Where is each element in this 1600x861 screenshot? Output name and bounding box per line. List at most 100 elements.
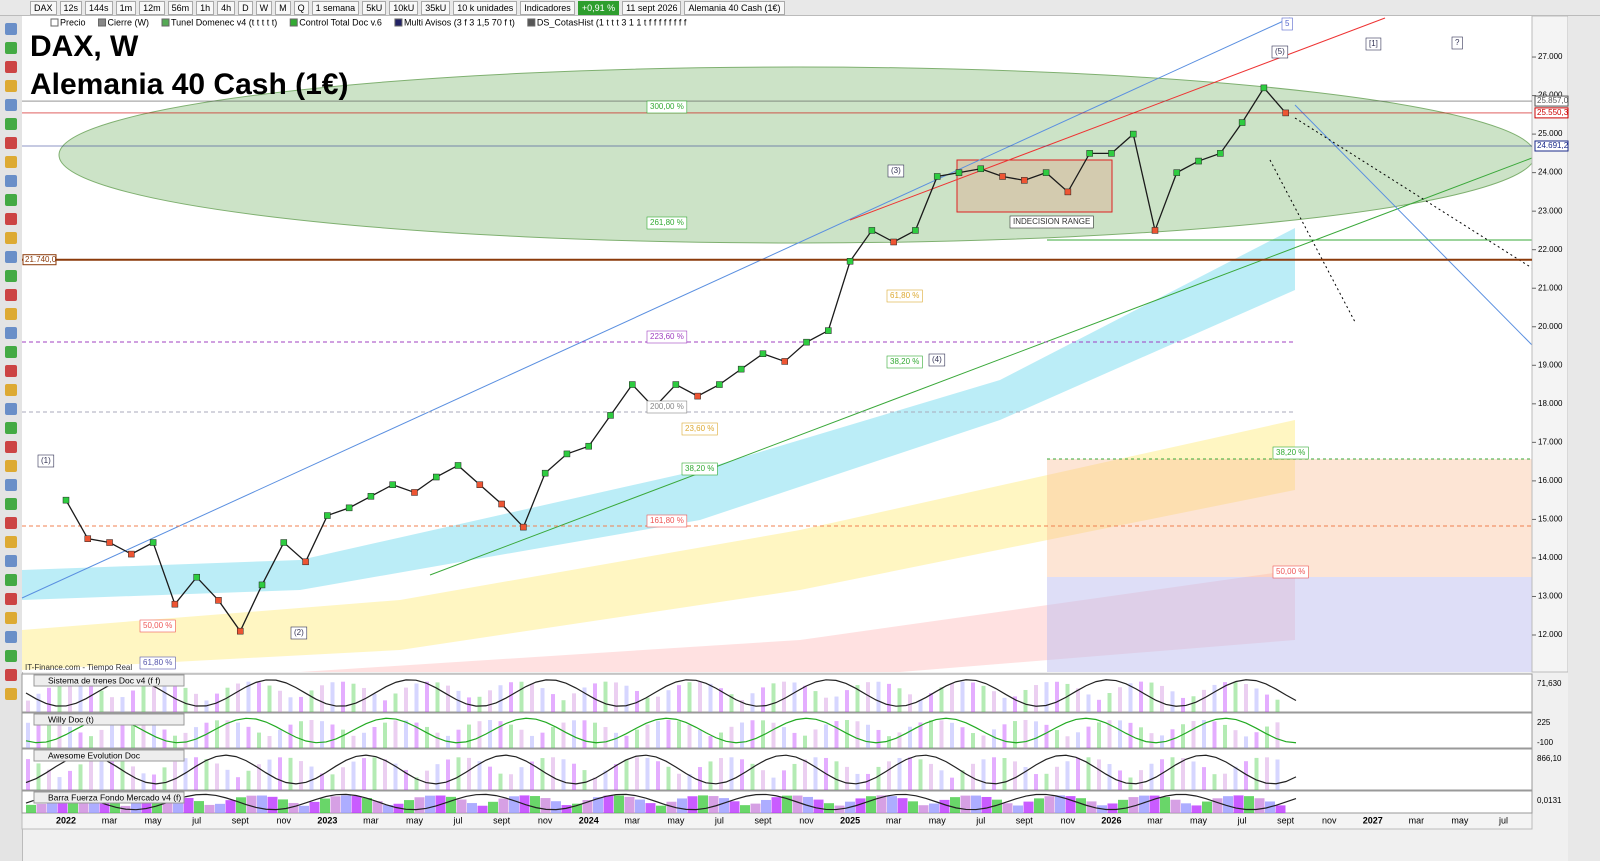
- tool-icon[interactable]: [5, 118, 17, 130]
- panel-decoration: [1107, 693, 1112, 712]
- panel-decoration: [540, 688, 545, 712]
- tool-icon[interactable]: [5, 593, 17, 605]
- panel-decoration: [162, 795, 173, 813]
- toolbar-button[interactable]: 56m: [167, 0, 194, 15]
- candle: [933, 173, 941, 180]
- tool-icon[interactable]: [5, 650, 17, 662]
- panel-decoration: [572, 693, 576, 712]
- panel-decoration: [236, 683, 240, 712]
- toolbar-button[interactable]: Indicadores: [520, 0, 575, 15]
- legend-swatch: [98, 18, 107, 27]
- panel-decoration: [267, 685, 272, 712]
- instrument[interactable]: Alemania 40 Cash (1€): [684, 0, 785, 15]
- toolbar-button[interactable]: 1m: [115, 0, 137, 15]
- candle: [1086, 150, 1093, 157]
- tool-icon[interactable]: [5, 536, 17, 548]
- tool-icon[interactable]: [5, 232, 17, 244]
- panel-decoration: [1265, 757, 1269, 790]
- tool-icon[interactable]: [5, 308, 17, 320]
- annotation: 200,00 %: [650, 402, 684, 411]
- tool-icon[interactable]: [5, 498, 17, 510]
- tool-icon[interactable]: [5, 23, 17, 35]
- panel-decoration: [372, 801, 383, 813]
- toolbar-button[interactable]: 5kU: [362, 0, 387, 15]
- toolbar-button[interactable]: DAX: [30, 0, 57, 15]
- panel-decoration: [467, 724, 471, 748]
- toolbar-button[interactable]: 1 semana: [311, 0, 360, 15]
- y-tick-label: 18.000: [1538, 399, 1563, 408]
- panel-decoration: [1275, 759, 1280, 790]
- panel-decoration: [635, 690, 639, 712]
- tool-icon[interactable]: [5, 422, 17, 434]
- tool-icon[interactable]: [5, 441, 17, 453]
- tool-icon[interactable]: [5, 365, 17, 377]
- toolbar-button[interactable]: 4h: [217, 0, 236, 15]
- tool-icon[interactable]: [5, 555, 17, 567]
- panel-decoration: [257, 795, 267, 813]
- panel-decoration: [1065, 736, 1070, 748]
- panel-decoration: [656, 761, 660, 790]
- tool-icon[interactable]: [5, 289, 17, 301]
- tool-icon[interactable]: [5, 669, 17, 681]
- tool-icon[interactable]: [5, 137, 17, 149]
- tool-icon[interactable]: [5, 270, 17, 282]
- tool-icon[interactable]: [5, 213, 17, 225]
- toolbar-button[interactable]: 1h: [196, 0, 215, 15]
- panel-value: 71,630: [1537, 679, 1562, 688]
- annotation: 50,00 %: [143, 621, 172, 630]
- tool-icon[interactable]: [5, 99, 17, 111]
- panel-decoration: [687, 774, 692, 790]
- panel-decoration: [866, 724, 870, 748]
- panel-decoration: [288, 697, 293, 712]
- tool-icon[interactable]: [5, 80, 17, 92]
- panel-decoration: [68, 681, 72, 712]
- tool-icon[interactable]: [5, 194, 17, 206]
- toolbar-button[interactable]: 12s: [59, 0, 83, 15]
- x-tick-label: may: [1190, 815, 1208, 825]
- tool-icon[interactable]: [5, 61, 17, 73]
- panel-decoration: [929, 803, 939, 813]
- tool-icon[interactable]: [5, 479, 17, 491]
- x-tick-label: nov: [1322, 815, 1337, 825]
- tool-icon[interactable]: [5, 156, 17, 168]
- panel-decoration: [771, 683, 776, 712]
- tool-icon[interactable]: [5, 403, 17, 415]
- panel-title-bg: [33, 674, 185, 687]
- panel-line: [25, 754, 1297, 785]
- toolbar-button[interactable]: 35kU: [421, 0, 451, 15]
- panel-decoration: [624, 796, 635, 813]
- tool-icon[interactable]: [5, 612, 17, 624]
- panel-decoration: [540, 758, 545, 790]
- toolbar-button[interactable]: 10kU: [389, 0, 419, 15]
- date[interactable]: 11 sept 2026: [622, 0, 682, 15]
- x-tick-label: 2022: [56, 815, 76, 825]
- toolbar-button[interactable]: D: [238, 0, 253, 15]
- tool-icon[interactable]: [5, 251, 17, 263]
- toolbar-button[interactable]: 12m: [139, 0, 165, 15]
- tool-icon[interactable]: [5, 175, 17, 187]
- change[interactable]: +0,91 %: [577, 0, 620, 15]
- tool-icon[interactable]: [5, 327, 17, 339]
- panel-decoration: [1275, 805, 1286, 813]
- toolbar-button[interactable]: 10 k unidades: [453, 0, 518, 15]
- tool-icon[interactable]: [5, 631, 17, 643]
- panel-decoration: [288, 757, 293, 790]
- candle: [1217, 150, 1224, 157]
- tool-icon[interactable]: [5, 688, 17, 700]
- toolbar-button[interactable]: W: [255, 0, 273, 15]
- tool-icon[interactable]: [5, 574, 17, 586]
- tool-icon[interactable]: [5, 460, 17, 472]
- tool-icon[interactable]: [5, 384, 17, 396]
- tool-icon[interactable]: [5, 346, 17, 358]
- tool-icon[interactable]: [5, 42, 17, 54]
- x-tick-label: sept: [1016, 815, 1034, 825]
- panel-decoration: [603, 681, 608, 712]
- toolbar-button[interactable]: Q: [293, 0, 309, 15]
- toolbar-button[interactable]: 144s: [85, 0, 113, 15]
- tool-icon[interactable]: [5, 517, 17, 529]
- panel-decoration: [383, 759, 387, 790]
- panel-decoration: [330, 796, 341, 813]
- candle: [149, 539, 157, 546]
- toolbar-button[interactable]: M: [275, 0, 291, 15]
- panel-decoration: [855, 773, 860, 790]
